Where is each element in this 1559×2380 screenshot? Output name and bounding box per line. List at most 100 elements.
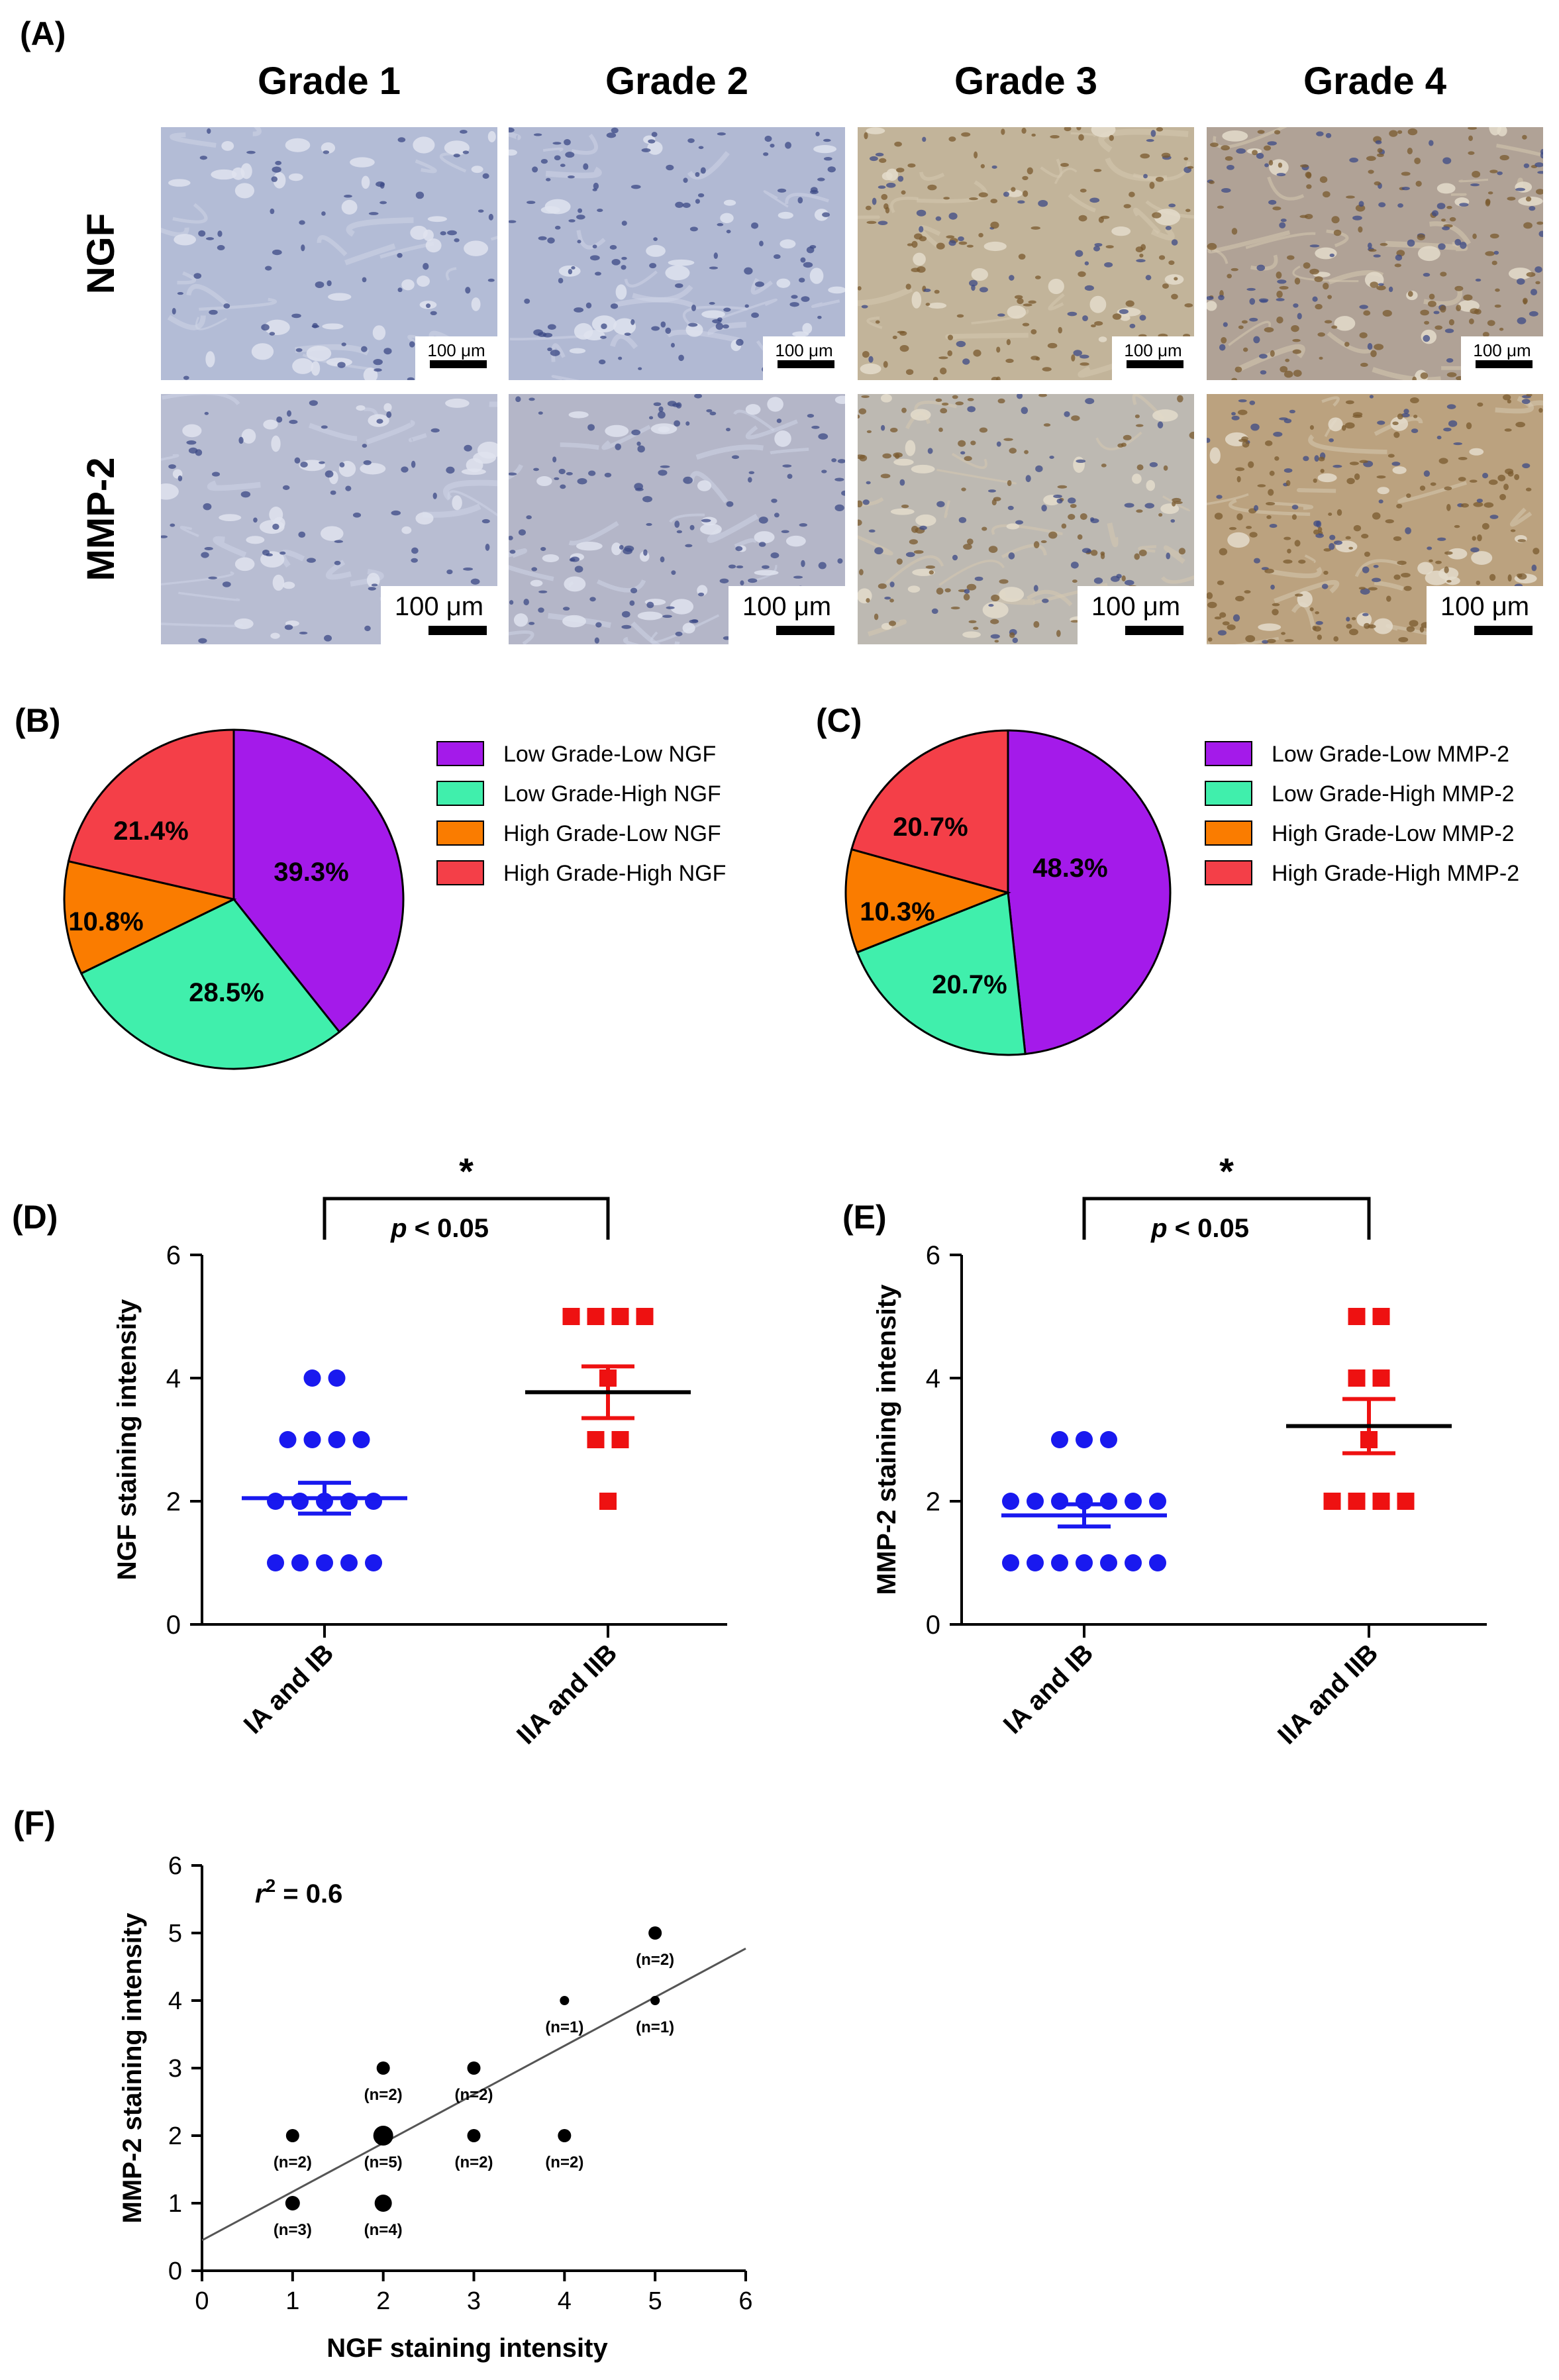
nucleus <box>1538 230 1543 237</box>
fibre <box>1274 579 1340 604</box>
nucleus <box>1485 199 1491 207</box>
nucleus <box>1225 156 1233 161</box>
x-axis-label: NGF staining intensity <box>327 2334 608 2363</box>
nucleus <box>1236 513 1243 521</box>
nucleus <box>996 346 1001 353</box>
nucleus <box>1129 323 1136 328</box>
x-tick-label: 6 <box>738 2287 752 2315</box>
lacuna <box>999 587 1025 602</box>
lacuna <box>509 149 517 156</box>
nucleus <box>1429 293 1435 300</box>
nucleus <box>481 519 490 524</box>
data-point <box>1051 1554 1068 1571</box>
nucleus <box>1411 428 1419 433</box>
nucleus <box>368 587 376 591</box>
nucleus <box>964 456 972 462</box>
nucleus <box>1468 135 1473 142</box>
nucleus <box>981 526 987 531</box>
nucleus <box>566 471 573 475</box>
nucleus <box>1134 414 1140 419</box>
nucleus <box>1081 548 1091 554</box>
nucleus <box>397 287 403 293</box>
nucleus <box>1272 609 1279 616</box>
fibre <box>1138 545 1156 553</box>
nucleus <box>899 330 907 336</box>
scale-bar-label: 100 μm <box>1091 592 1180 621</box>
nucleus <box>1436 203 1446 210</box>
nucleus <box>1507 197 1516 201</box>
nucleus <box>958 241 968 245</box>
nucleus <box>1061 523 1067 529</box>
nucleus <box>1090 324 1096 328</box>
nucleus <box>1017 298 1024 305</box>
lacuna <box>1091 127 1116 138</box>
nucleus <box>1048 531 1058 539</box>
fibre <box>1354 559 1402 577</box>
micrograph-texture <box>509 127 845 380</box>
fibre <box>308 422 358 442</box>
nucleus <box>528 622 535 625</box>
lacuna <box>471 166 483 174</box>
nucleus <box>319 461 325 464</box>
lacuna <box>427 216 448 223</box>
nucleus <box>1407 239 1415 247</box>
lacuna <box>723 199 736 206</box>
nucleus <box>577 477 587 485</box>
fibre <box>1267 566 1322 579</box>
nucleus <box>1291 514 1297 520</box>
nucleus <box>997 313 1005 317</box>
nucleus <box>1021 127 1027 134</box>
nucleus <box>996 441 1001 447</box>
nucleus <box>995 376 1001 380</box>
lacuna <box>271 435 281 452</box>
nucleus <box>1394 264 1401 268</box>
nucleus <box>1392 421 1399 426</box>
nucleus <box>1503 483 1509 491</box>
nucleus <box>1362 613 1369 617</box>
nucleus <box>858 569 864 575</box>
nucleus <box>609 244 617 250</box>
nucleus <box>961 487 966 491</box>
nucleus <box>253 517 258 523</box>
data-point-1 <box>285 2129 299 2142</box>
nucleus <box>674 420 681 427</box>
nucleus <box>1420 309 1429 316</box>
data-point <box>1076 1554 1093 1571</box>
nucleus <box>1333 636 1339 642</box>
scale-bar <box>428 626 487 635</box>
nucleus <box>223 303 230 309</box>
nucleus <box>869 156 878 162</box>
fibre <box>669 513 705 523</box>
nucleus <box>538 236 547 240</box>
nucleus <box>1472 233 1477 239</box>
nucleus <box>528 397 535 401</box>
nucleus <box>1291 505 1299 510</box>
nucleus <box>1319 356 1323 360</box>
lacuna <box>1417 246 1440 262</box>
micrograph-mmp-2-grade-3: 100 μm <box>858 394 1194 644</box>
fibre <box>195 317 227 330</box>
nucleus <box>588 470 596 476</box>
fibre <box>632 285 693 303</box>
nucleus <box>837 459 845 464</box>
fibre <box>545 166 602 179</box>
nucleus <box>966 244 974 248</box>
nucleus <box>1245 635 1256 642</box>
lacuna <box>1515 181 1533 193</box>
nucleus <box>1003 438 1013 441</box>
fibre <box>571 133 598 155</box>
data-point <box>1149 1554 1166 1571</box>
nucleus <box>1507 399 1511 404</box>
lacuna <box>1120 315 1131 321</box>
fibre <box>560 442 599 450</box>
data-point <box>587 1308 605 1325</box>
nucleus <box>758 542 766 547</box>
nucleus <box>713 252 718 260</box>
lacuna <box>182 424 202 438</box>
scale-bar <box>1127 360 1183 368</box>
nucleus <box>205 237 215 240</box>
nucleus <box>1003 191 1009 197</box>
nucleus <box>571 266 576 270</box>
nucleus <box>665 327 672 334</box>
nucleus <box>1050 135 1060 139</box>
